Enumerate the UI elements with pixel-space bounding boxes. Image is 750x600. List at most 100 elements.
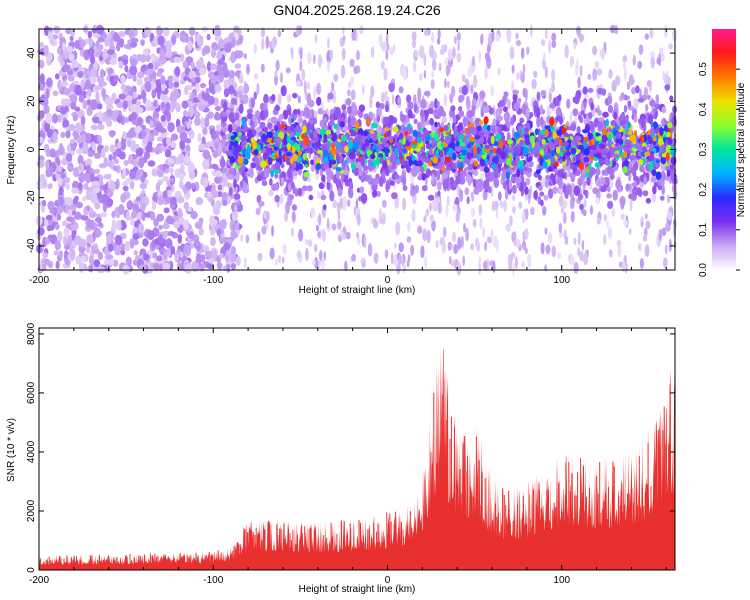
spectrogram-cell: [385, 181, 391, 190]
spectrogram-cell: [121, 181, 129, 187]
spectrogram-cell: [460, 169, 466, 181]
spectrogram-cell: [256, 82, 260, 95]
spectrogram-cell: [158, 224, 163, 230]
spectrogram-cell: [409, 188, 416, 197]
spectrogram-cell: [87, 30, 93, 39]
spectrogram-cell: [548, 130, 552, 138]
spectrogram-cell: [511, 64, 515, 74]
spectrogram-cell: [550, 149, 555, 157]
spectrogram-cell: [515, 40, 522, 47]
spectrogram-cell: [174, 168, 181, 178]
spectrogram-cell: [106, 233, 112, 244]
spectrogram-cell: [462, 255, 466, 267]
spectrogram-cell: [40, 94, 46, 100]
spectrogram-cell: [81, 255, 86, 263]
spectrogram-cell: [204, 116, 210, 128]
spectrogram-cell: [644, 33, 649, 40]
spectrogram-cell: [153, 99, 158, 108]
spectrogram-cell: [96, 227, 101, 237]
spectrogram-cell: [179, 139, 185, 150]
spectrogram-cell: [548, 87, 553, 94]
spectrogram-cell: [318, 54, 322, 68]
spectrogram-cell: [105, 108, 113, 118]
spectrogram-cell: [644, 244, 650, 257]
spectrogram-cell: [318, 213, 322, 227]
spectrogram-cell: [592, 187, 599, 195]
spectrogram-cell: [478, 50, 482, 63]
spectrogram-cell: [85, 79, 92, 90]
spectrogram-cell: [201, 91, 206, 100]
spectrogram-cell: [75, 84, 82, 96]
spectrogram-cell: [456, 52, 462, 63]
spectrogram-cell: [299, 48, 303, 60]
spectrogram-cell: [544, 29, 549, 40]
spectrogram-cell: [666, 131, 671, 137]
spectrogram-cell: [79, 238, 87, 248]
spectrogram-cell: [358, 166, 363, 177]
spectrogram-cell: [361, 261, 366, 268]
spectrogram-cell: [465, 174, 472, 183]
spectrogram-cell: [66, 144, 72, 152]
spectrogram-cell: [97, 36, 105, 43]
spectrogram-cell: [151, 252, 158, 259]
spectrogram-cell: [147, 160, 156, 167]
spectrogram-cell: [351, 253, 357, 262]
spectrogram-cell: [57, 177, 63, 186]
spectrogram-cell: [649, 80, 652, 93]
spectrogram-cell: [86, 234, 94, 244]
spectrogram-cell: [277, 93, 282, 106]
spectrogram-cell: [526, 167, 533, 173]
spectrogram-cell: [329, 49, 333, 61]
spectrogram-cell: [135, 105, 141, 114]
spectrogram-cell: [583, 156, 590, 163]
spectrogram-cell: [512, 194, 516, 201]
spectrogram-cell: [210, 236, 216, 247]
spectrogram-cell: [558, 222, 562, 234]
spectrogram-cell: [596, 68, 603, 76]
spectrogram-cell: [652, 185, 657, 195]
spectrogram-cell: [443, 94, 447, 106]
spectrogram-cell: [432, 58, 437, 71]
spectrogram-cell: [254, 73, 258, 80]
spectrogram-cell: [636, 177, 640, 185]
spectrogram-cell: [285, 67, 291, 74]
spectrogram-cell: [204, 176, 209, 188]
spectrogram-cell: [471, 194, 475, 202]
spectrogram-cell: [214, 83, 222, 93]
spectrogram-cell: [209, 228, 216, 236]
spectrogram-cell: [555, 115, 562, 122]
spectrogram-cell: [637, 60, 643, 70]
spectrogram-cell: [298, 228, 304, 242]
spectrogram-cell: [152, 263, 161, 270]
spectrogram-cell: [257, 252, 263, 262]
spectrogram-cell: [340, 229, 343, 237]
spectrogram-cell: [140, 174, 146, 183]
spectrogram-cell: [129, 41, 138, 48]
spectrogram-cell: [453, 243, 459, 255]
spectrogram-cell: [516, 72, 520, 81]
spectrogram-cell: [661, 227, 667, 237]
spectrogram-cell: [70, 224, 77, 231]
spectrogram-cell: [337, 220, 342, 230]
spectrogram-cell: [502, 106, 508, 113]
spectrogram-cell: [221, 179, 229, 187]
spectrogram-cell: [560, 206, 564, 214]
spectrogram-cell: [168, 230, 175, 237]
spectrogram-cell: [170, 90, 178, 102]
spectrogram-cell: [395, 221, 401, 236]
spectrogram-cell: [407, 254, 411, 263]
spectrogram-cell: [398, 254, 402, 265]
spectrogram-cell: [286, 143, 291, 151]
spectrogram-cell: [88, 255, 94, 266]
spectrogram-cell: [132, 259, 137, 266]
spectrogram-cell: [226, 263, 231, 273]
spectrogram-cell: [576, 25, 581, 36]
spectrogram-cell: [108, 40, 115, 47]
spectrogram-cell: [483, 116, 489, 125]
spectrogram-cell: [317, 231, 321, 238]
spectrogram-cell: [195, 253, 202, 265]
spectrogram-cell: [74, 195, 79, 202]
spectrogram-cell: [138, 223, 145, 234]
spectrogram-cell: [112, 224, 117, 230]
spectrogram-cell: [116, 142, 122, 149]
